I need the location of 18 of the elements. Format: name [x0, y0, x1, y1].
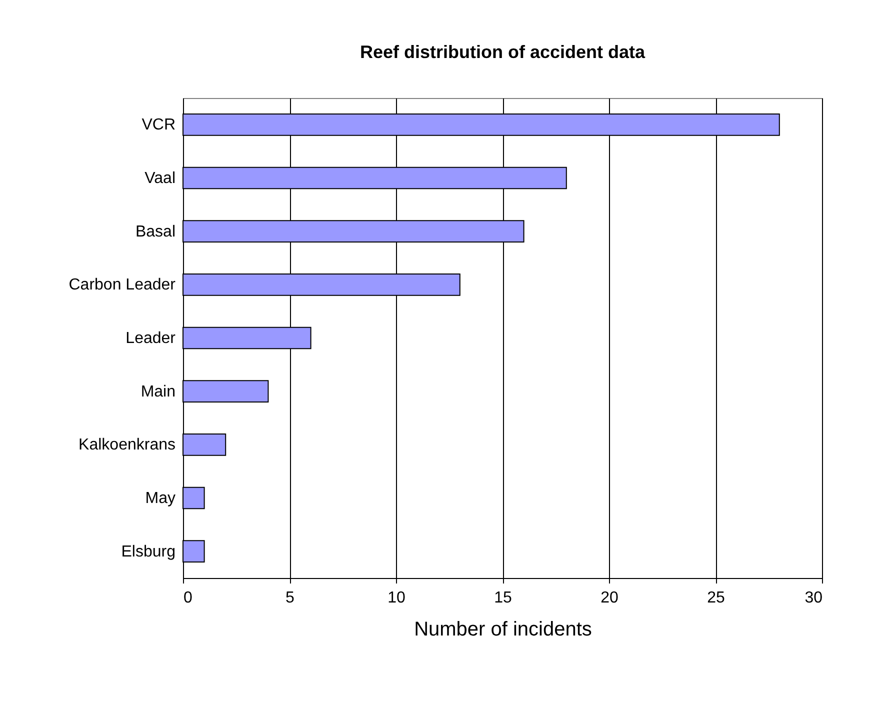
y-tick-label: May — [145, 490, 176, 507]
x-tick-label: 30 — [804, 590, 823, 606]
y-tick-label: Vaal — [144, 170, 176, 187]
y-tick-label: Leader — [126, 330, 176, 347]
x-tick-label: 10 — [388, 590, 406, 606]
x-tick-label: 5 — [286, 590, 295, 606]
x-axis-title: Number of incidents — [414, 618, 592, 640]
x-tick-label: 20 — [600, 590, 618, 606]
y-tick-label: Basal — [135, 223, 176, 240]
y-tick-label: Main — [140, 383, 176, 400]
y-tick-label: Carbon Leader — [68, 276, 176, 294]
x-tick-label: 25 — [707, 590, 725, 606]
chart-title: Reef distribution of accident data — [360, 42, 646, 62]
x-tick-label: 0 — [184, 590, 192, 606]
x-tick-label: 15 — [494, 590, 512, 606]
y-tick-label: VCR — [142, 116, 176, 134]
y-tick-label: Kalkoenkrans — [78, 436, 176, 454]
y-tick-label: Elsburg — [121, 543, 176, 560]
